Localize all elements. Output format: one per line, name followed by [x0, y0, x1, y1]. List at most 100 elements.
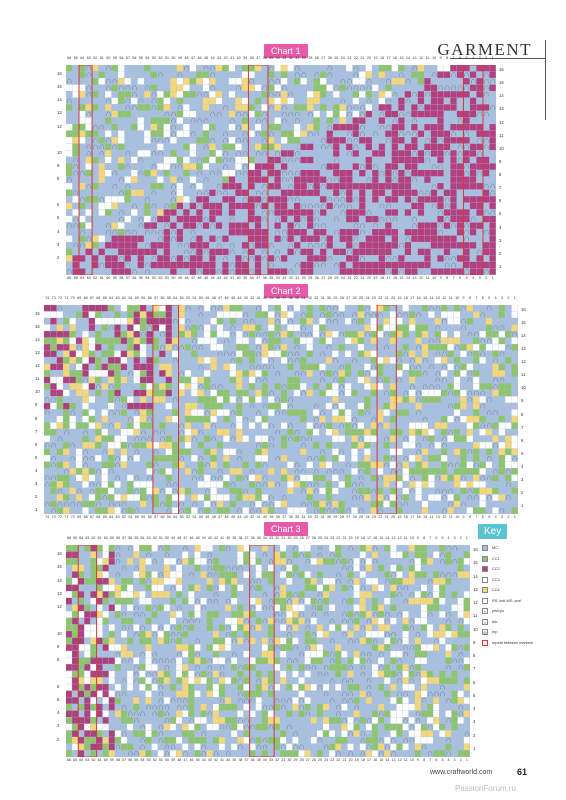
chart-cell: [320, 130, 327, 137]
section-title: GARMENT: [437, 40, 532, 59]
chart-cell: [294, 170, 301, 177]
stitch-symbol: [352, 318, 357, 324]
stitch-symbol: [243, 312, 248, 317]
chart-cell: [505, 402, 512, 410]
chart-cell: [176, 91, 183, 98]
chart-cell: [287, 318, 294, 325]
section-rule: [450, 58, 546, 59]
stitch-symbol: [249, 78, 254, 84]
chart-cell: [365, 78, 372, 85]
chart-cell: [332, 429, 339, 436]
chart-cell: [287, 150, 294, 157]
stitch-symbol: [223, 131, 228, 136]
chart-cell: [287, 242, 294, 249]
chart-cell: [281, 344, 288, 351]
chart-cell: [466, 331, 473, 338]
chart-cell: [479, 383, 486, 390]
chart-cell: [235, 202, 242, 210]
chart-cell: [447, 409, 454, 416]
stitch-number: 37: [282, 296, 287, 300]
chart-cell: [216, 396, 224, 403]
stitch-symbol: [360, 111, 365, 117]
chart-cell: [447, 396, 454, 403]
chart-cell: [424, 248, 431, 256]
chart-cell: [466, 455, 473, 462]
chart-cell: [76, 370, 83, 377]
chart-cell: [56, 324, 63, 331]
chart-cell: [333, 117, 340, 124]
chart-cell: [346, 242, 353, 249]
stitch-symbol: [423, 371, 428, 376]
stitch-number: 26: [352, 296, 357, 300]
chart-cell: [482, 78, 490, 85]
chart-cell: [453, 435, 461, 442]
chart-cell: [281, 163, 288, 170]
stitch-number: 42: [250, 515, 255, 519]
chart-cell: [159, 311, 166, 318]
chart-cell: [398, 202, 405, 210]
chart-cell: [268, 455, 275, 462]
chart-cell: [165, 396, 172, 403]
stitch-symbol: [445, 197, 450, 202]
stitch-number: 33: [307, 515, 312, 519]
chart-cell: [229, 331, 236, 338]
chart-cell: [339, 71, 346, 78]
chart-cell: [274, 324, 281, 331]
chart-cell: [79, 110, 86, 118]
chart-cell: [274, 416, 281, 423]
chart-cell: [131, 71, 138, 78]
chart-cell: [229, 435, 236, 442]
stitch-symbol: [198, 305, 204, 311]
chart-cell: [178, 376, 185, 384]
stitch-symbol: [262, 364, 268, 370]
chart-cell: [485, 376, 493, 384]
chart-cell: [150, 104, 157, 111]
stitch-number: 48: [184, 276, 189, 280]
stitch-symbol: [269, 436, 274, 441]
stitch-symbol: [198, 325, 204, 330]
stitch-number: 16: [416, 296, 421, 300]
chart-cell: [131, 137, 138, 144]
chart-cell: [443, 248, 451, 256]
chart-cell: [456, 255, 464, 262]
chart-cell: [391, 235, 398, 242]
chart-cell: [404, 189, 412, 196]
chart-cell: [140, 422, 147, 429]
chart-cell: [118, 183, 125, 190]
chart-cell: [450, 84, 457, 91]
stitch-symbol: [320, 377, 325, 383]
stitch-symbol: [412, 92, 417, 97]
chart-cell: [118, 137, 125, 144]
chart-cell: [385, 242, 392, 249]
chart-cell: [124, 248, 131, 256]
chart-cell: [333, 150, 340, 157]
chart-cell: [281, 170, 288, 177]
chart-cell: [261, 389, 268, 397]
chart-cell: [325, 370, 332, 377]
chart-cell: [255, 376, 262, 384]
stitch-symbol: [145, 229, 150, 235]
chart-cell: [267, 130, 275, 137]
chart-cell: [482, 143, 490, 151]
chart-cell: [120, 363, 127, 371]
chart-cell: [189, 202, 197, 210]
chart-cell: [157, 104, 164, 111]
chart-cell: [415, 402, 422, 410]
chart-cell: [50, 318, 57, 325]
chart-cell: [398, 65, 405, 72]
chart-cell: [223, 344, 230, 351]
chart-cell: [430, 255, 438, 262]
stitch-symbol: [57, 436, 63, 441]
chart-cell: [424, 143, 431, 151]
chart-cell: [189, 117, 197, 124]
chart-cell: [202, 65, 210, 72]
chart-cell: [170, 183, 177, 190]
chart-cell: [346, 130, 353, 137]
chart-cell: [274, 209, 281, 216]
stitch-symbol: [416, 364, 421, 370]
chart-cell: [377, 429, 384, 436]
chart-cell: [313, 183, 320, 190]
chart-cell: [409, 409, 416, 416]
chart-cell: [82, 363, 89, 371]
stitch-number: 58: [119, 56, 124, 60]
